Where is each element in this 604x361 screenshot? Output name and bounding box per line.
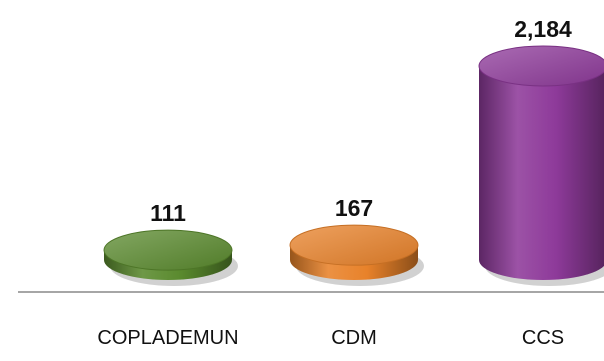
bar-body — [479, 66, 604, 280]
bar-cdm — [289, 224, 424, 286]
category-label-ccs: CCS — [522, 327, 564, 349]
bar-ccs — [478, 45, 604, 286]
category-label-coplademun: COPLADEMUN — [97, 327, 238, 349]
category-label-cdm: CDM — [331, 327, 377, 349]
bars-layer — [103, 45, 604, 286]
bar-coplademun — [103, 229, 238, 286]
bar-top-cap — [289, 224, 419, 266]
bar-top-cap — [103, 229, 233, 271]
labels-layer: 111 COPLADEMUN 167 CDM 2,184 CCS — [97, 16, 572, 349]
data-label-ccs: 2,184 — [514, 16, 572, 42]
data-label-coplademun: 111 — [150, 200, 186, 226]
bar-top-cap — [478, 45, 604, 87]
data-label-cdm: 167 — [335, 195, 373, 221]
